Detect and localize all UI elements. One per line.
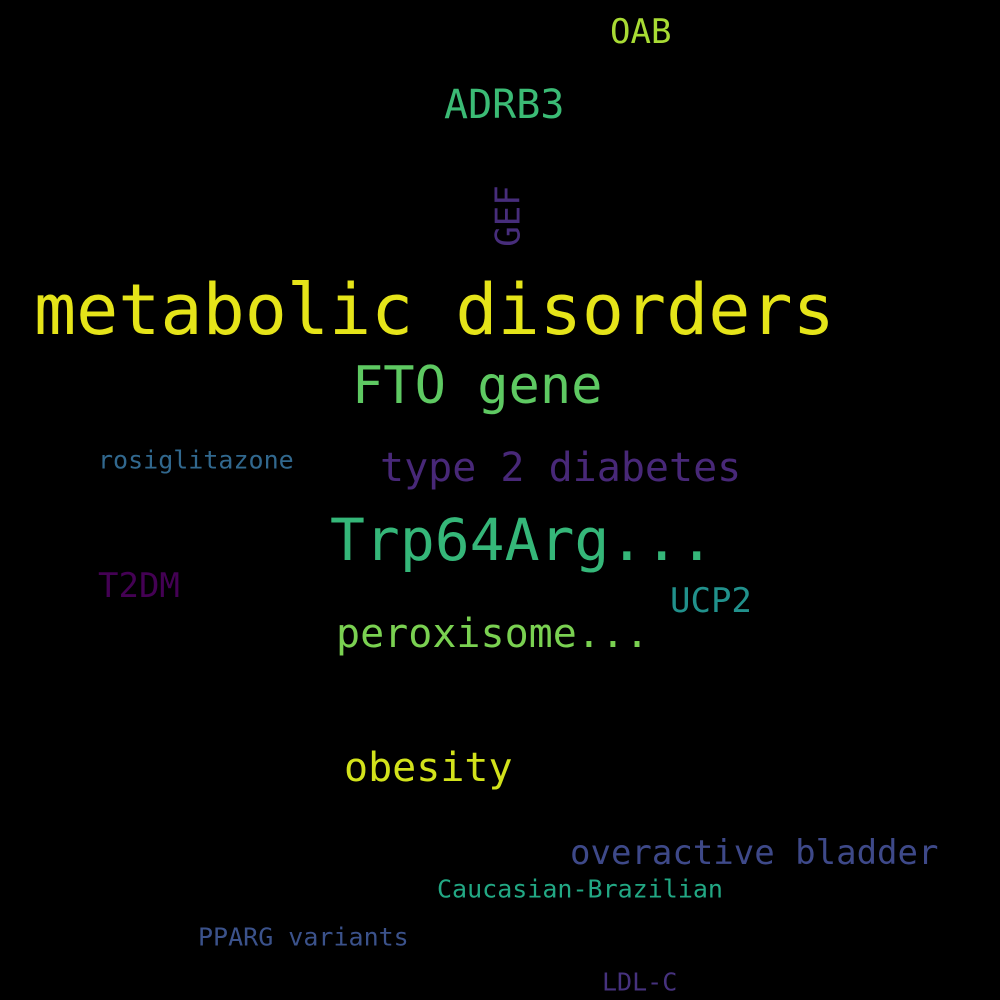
word-metabolic-disorders: metabolic disorders: [34, 269, 835, 351]
word-t2dm: T2DM: [98, 566, 180, 606]
word-fto-gene: FTO gene: [352, 356, 603, 416]
word-gef: GEF: [488, 185, 529, 247]
word-pparg-variants: PPARG variants: [198, 922, 409, 952]
word-obesity: obesity: [344, 745, 513, 791]
word-ldl-c: LDL-C: [602, 967, 678, 997]
word-adrb3: ADRB3: [444, 82, 565, 128]
word-ucp2: UCP2: [670, 581, 752, 621]
word-type-2-diabetes: type 2 diabetes: [380, 445, 742, 491]
word-oab: OAB: [610, 12, 672, 52]
word-rosiglitazone: rosiglitazone: [98, 445, 294, 475]
word-overactive-bladder: overactive bladder: [570, 833, 939, 873]
word-peroxisome: peroxisome...: [336, 611, 650, 657]
word-trp64arg: Trp64Arg...: [330, 506, 715, 574]
word-caucasian-brazilian: Caucasian-Brazilian: [437, 874, 723, 904]
